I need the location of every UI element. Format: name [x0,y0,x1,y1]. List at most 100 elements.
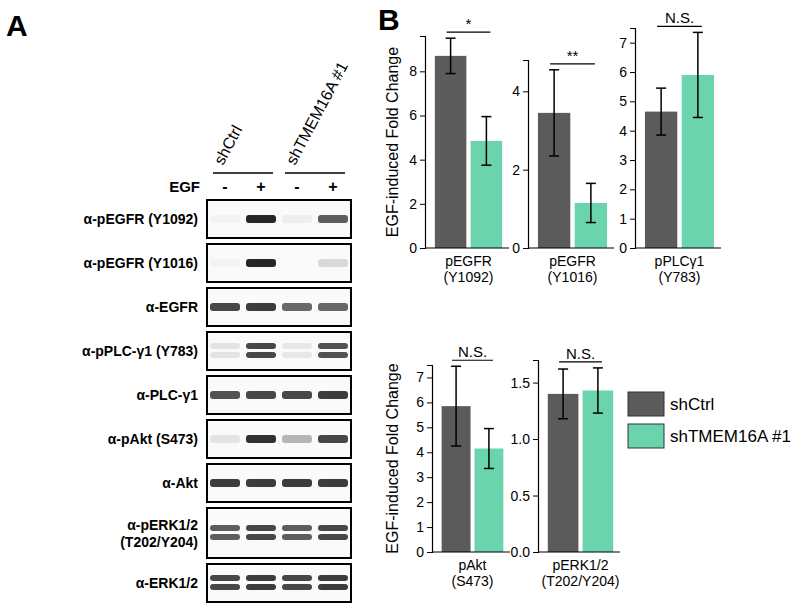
band [282,352,312,358]
blot-row: α-EGFR [146,288,351,326]
tick: 0.0 [511,544,538,560]
tick-mark [420,116,425,117]
tick-label: 5 [619,93,627,109]
band [282,343,312,349]
group-line [285,172,345,174]
panel-label: A [6,9,28,42]
significance-label: * [466,15,472,32]
tick-label: 4 [512,83,520,99]
tick: 2 [512,162,528,178]
group-label: shTMEM16A #1 [283,59,351,168]
error-cap [693,32,703,34]
y-label: EGF-induced Fold Change [384,47,401,237]
blot-frame [207,244,351,282]
band [210,215,240,223]
x-label: pEGFR(Y1092) [444,253,494,285]
tick: 0 [619,240,635,256]
treatment-label: EGF [169,178,200,195]
error-cap [593,412,603,414]
blot-row: α-Akt [162,464,351,502]
tick-label: 2 [619,181,627,197]
significance-label: N.S. [566,345,595,362]
band [282,259,312,267]
band [318,391,348,399]
band [210,534,240,540]
band [318,575,348,581]
tick: 4 [409,152,425,168]
band [246,343,276,349]
tick-label: 1 [619,211,627,227]
band [318,435,348,443]
error-cap [656,134,666,136]
tick-mark [630,131,635,132]
blot-frame [207,464,351,502]
tick: 6 [619,64,635,80]
tick-mark [630,43,635,44]
blot-label: α-pEGFR (Y1016) [84,255,198,271]
tick-mark [427,527,432,528]
plot-area [538,70,607,248]
tick-label: 0 [512,240,520,256]
error-cap [693,117,703,119]
tick-mark [533,383,538,384]
x-axis-line [538,551,620,552]
tick-label: 1 [416,519,424,535]
x-label: pERK1/2(T202/Y204) [542,557,620,589]
tick-mark [523,248,528,249]
tick-mark [420,204,425,205]
blot-label: α-pEGFR (Y1092) [84,211,198,227]
tick-mark [533,552,538,553]
error-cap [558,418,568,420]
band [282,584,312,590]
x-label: pAkt(S473) [451,557,493,589]
blot-label: α-pERK1/2 [127,517,198,533]
tick: 7 [416,369,432,385]
tick-label: 3 [416,469,424,485]
band [210,584,240,590]
y-axis-line [420,37,426,249]
band [318,352,348,358]
band [246,435,276,443]
band [246,259,276,267]
y-axis-line [523,61,529,249]
error-bar [549,70,559,156]
tick-mark [630,72,635,73]
tick: 0 [512,240,528,256]
tick-mark [523,170,528,171]
blot-label: α-pAkt (S473) [108,431,198,447]
blot-label: α-Akt [162,475,198,491]
tick-mark [420,160,425,161]
error-cap [593,367,603,369]
tick-label: 4 [619,123,627,139]
blot-frame [207,376,351,414]
tick-label: 0 [416,544,424,560]
tick-label: 0.0 [511,544,531,560]
tick: 5 [416,419,432,435]
error-stem [590,183,592,222]
error-stem [697,32,699,117]
band [282,479,312,487]
error-cap [481,116,491,118]
tick: 2 [409,196,425,212]
tick: 4 [416,444,432,460]
band [246,391,276,399]
blot-row: α-pAkt (S473) [108,420,351,458]
y-axis: 01234567 [619,29,635,256]
tick-mark [630,189,635,190]
y-axis: 0.00.51.01.5 [511,361,539,560]
band [246,215,276,223]
error-cap [558,368,568,370]
band [282,534,312,540]
band [318,525,348,531]
blot-label: (T202/Y204) [120,534,198,550]
error-stem [597,368,599,413]
blot-label: α-EGFR [146,299,198,315]
tick-label: 6 [409,107,417,123]
significance-label: ** [567,47,579,64]
blot-row: α-PLC-γ1 [136,376,351,414]
band [318,584,348,590]
error-bar [484,429,494,469]
tick: 4 [512,83,528,99]
tick-mark [420,248,425,249]
chart: 0.00.51.01.5pERK1/2(T202/Y204) N.S. [511,345,620,589]
